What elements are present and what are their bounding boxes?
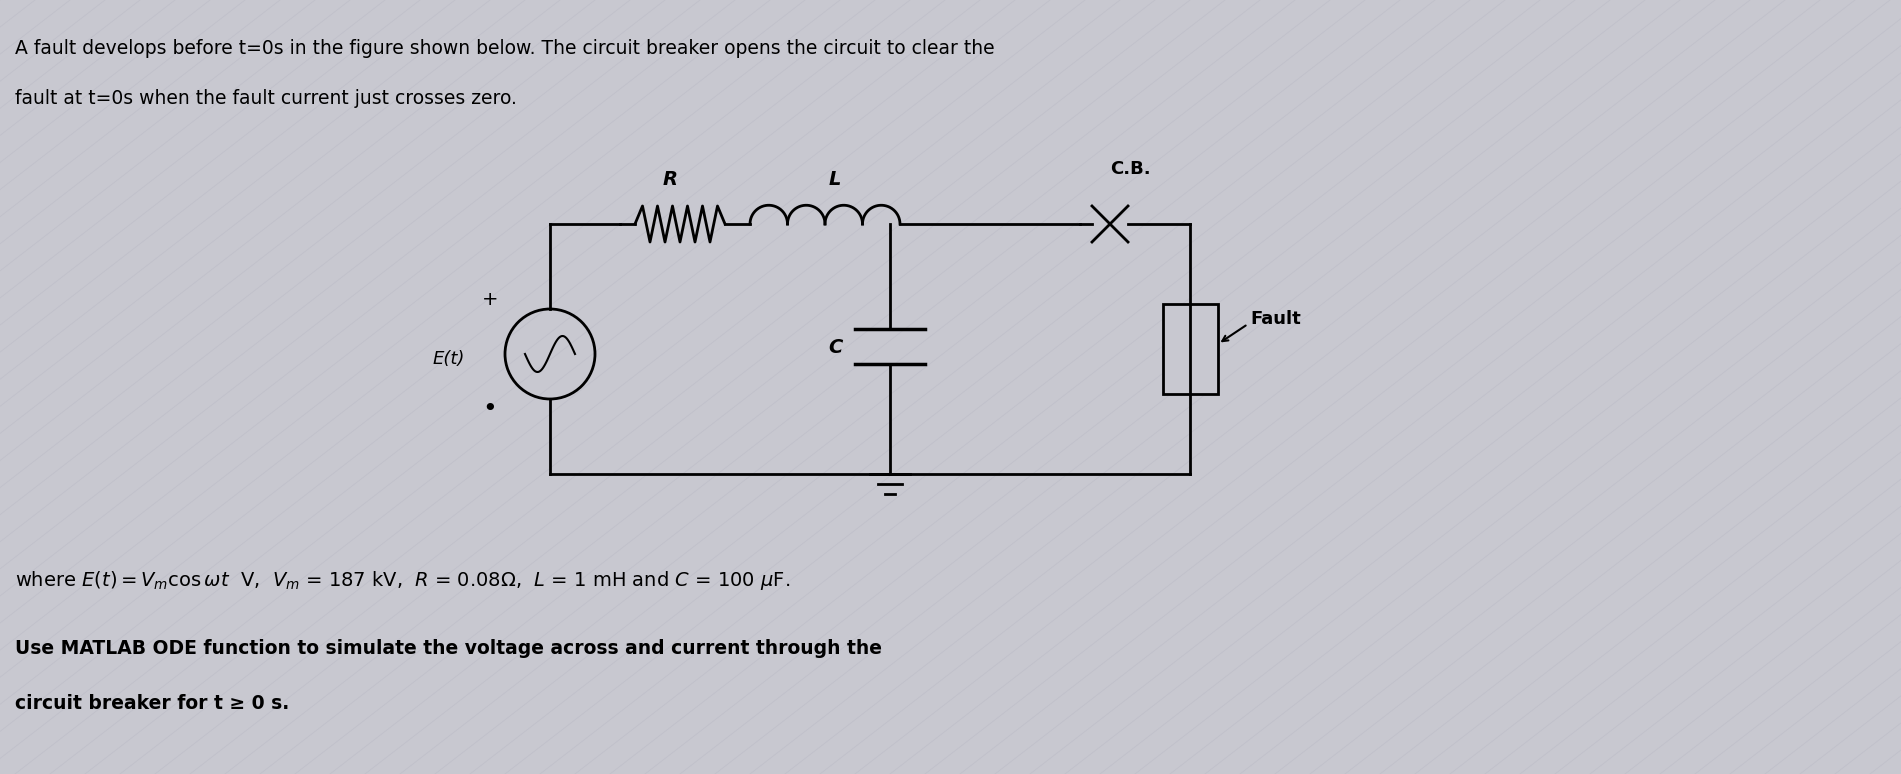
Text: circuit breaker for t ≥ 0 s.: circuit breaker for t ≥ 0 s.: [15, 694, 289, 713]
Text: Fault: Fault: [1251, 310, 1300, 328]
Text: E(t): E(t): [433, 350, 466, 368]
Text: where $E(t) = V_m \cos\omega t$  V,  $V_m$ = 187 kV,  $R$ = 0.08$\Omega$,  $L$ =: where $E(t) = V_m \cos\omega t$ V, $V_m$…: [15, 569, 791, 592]
Text: R: R: [663, 170, 677, 189]
Text: +: +: [481, 289, 498, 309]
Text: L: L: [829, 170, 840, 189]
Text: C.B.: C.B.: [1110, 160, 1150, 178]
FancyBboxPatch shape: [1163, 304, 1217, 394]
Text: •: •: [483, 397, 498, 421]
Text: A fault develops before t=0s in the figure shown below. The circuit breaker open: A fault develops before t=0s in the figu…: [15, 39, 994, 58]
Text: C: C: [827, 337, 842, 357]
Text: Use MATLAB ODE function to simulate the voltage across and current through the: Use MATLAB ODE function to simulate the …: [15, 639, 882, 658]
Text: fault at t=0s when the fault current just crosses zero.: fault at t=0s when the fault current jus…: [15, 89, 517, 108]
